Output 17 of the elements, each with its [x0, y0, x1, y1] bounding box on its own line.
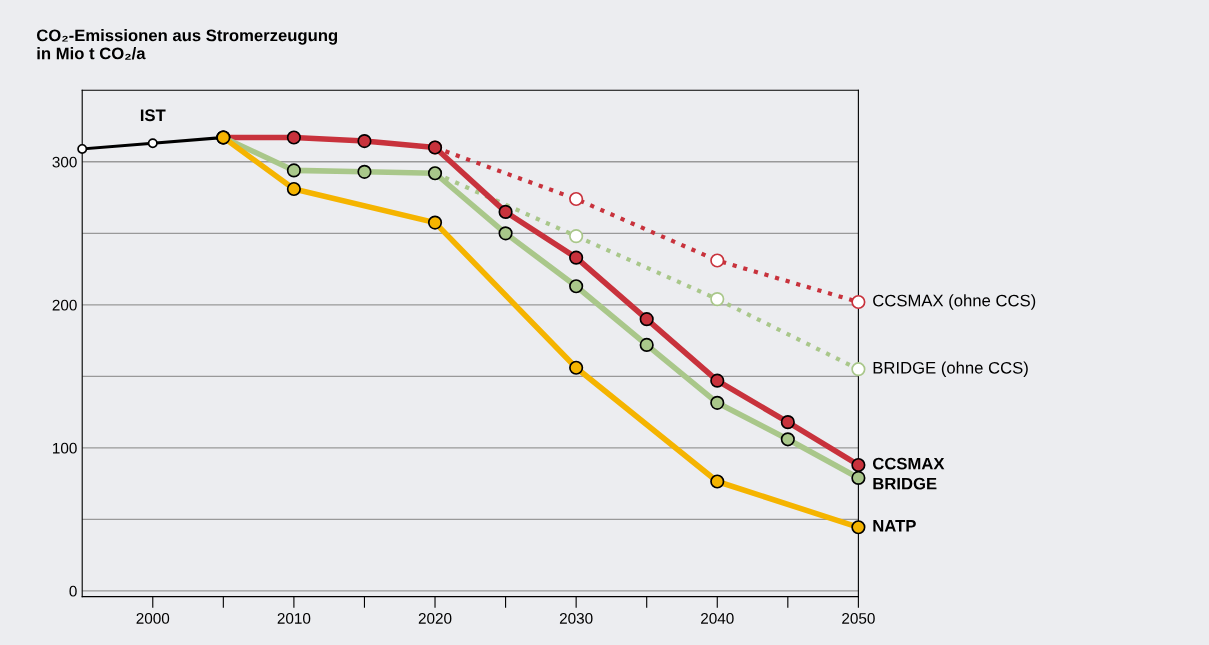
series-label: CCSMAX (ohne CCS) — [873, 294, 1036, 310]
series-label: BRIDGE (ohne CCS) — [873, 361, 1028, 377]
y-tick-label: 300 — [52, 156, 77, 168]
y-tick-label: 100 — [53, 442, 77, 454]
series-label: IST — [140, 109, 166, 122]
x-tick-label: 2030 — [559, 613, 593, 624]
x-tick-label: 2010 — [277, 613, 311, 624]
x-tick-label: 2020 — [418, 613, 452, 624]
chart-title: CO₂-Emissionen aus Stromerzeugung in Mio t CO₂/a — [36, 29, 338, 60]
y-tick-label: 200 — [52, 299, 77, 311]
x-tick-label: 2040 — [701, 613, 734, 624]
series-label: NATP — [873, 520, 916, 532]
series-label: CCSMAX — [872, 457, 945, 470]
x-tick-label: 2050 — [842, 613, 875, 624]
x-tick-label: 2000 — [136, 613, 170, 624]
y-tick-label: 0 — [69, 585, 77, 597]
series-label: BRIDGE — [873, 477, 937, 490]
